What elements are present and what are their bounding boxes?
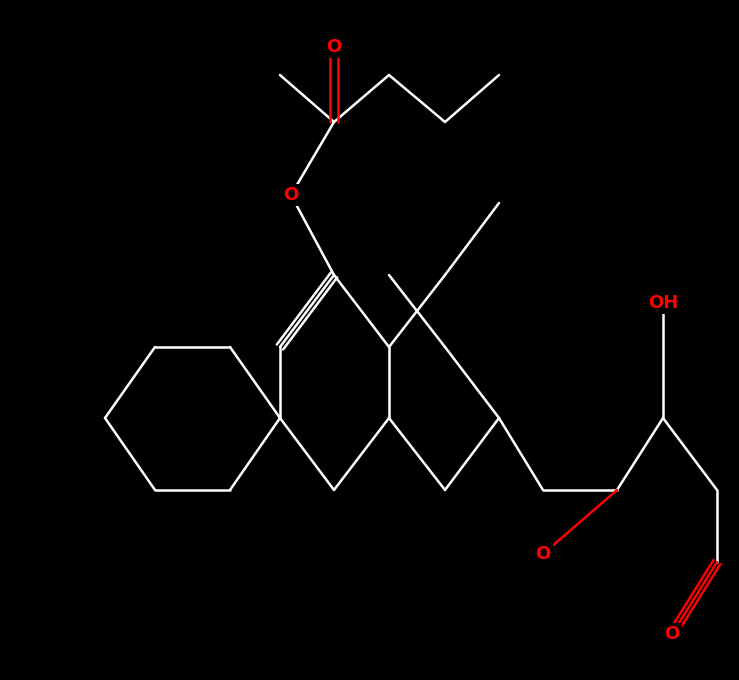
- Text: O: O: [327, 38, 341, 56]
- Text: O: O: [283, 186, 299, 204]
- Text: O: O: [664, 625, 680, 643]
- Text: OH: OH: [648, 294, 678, 312]
- Text: O: O: [535, 545, 551, 563]
